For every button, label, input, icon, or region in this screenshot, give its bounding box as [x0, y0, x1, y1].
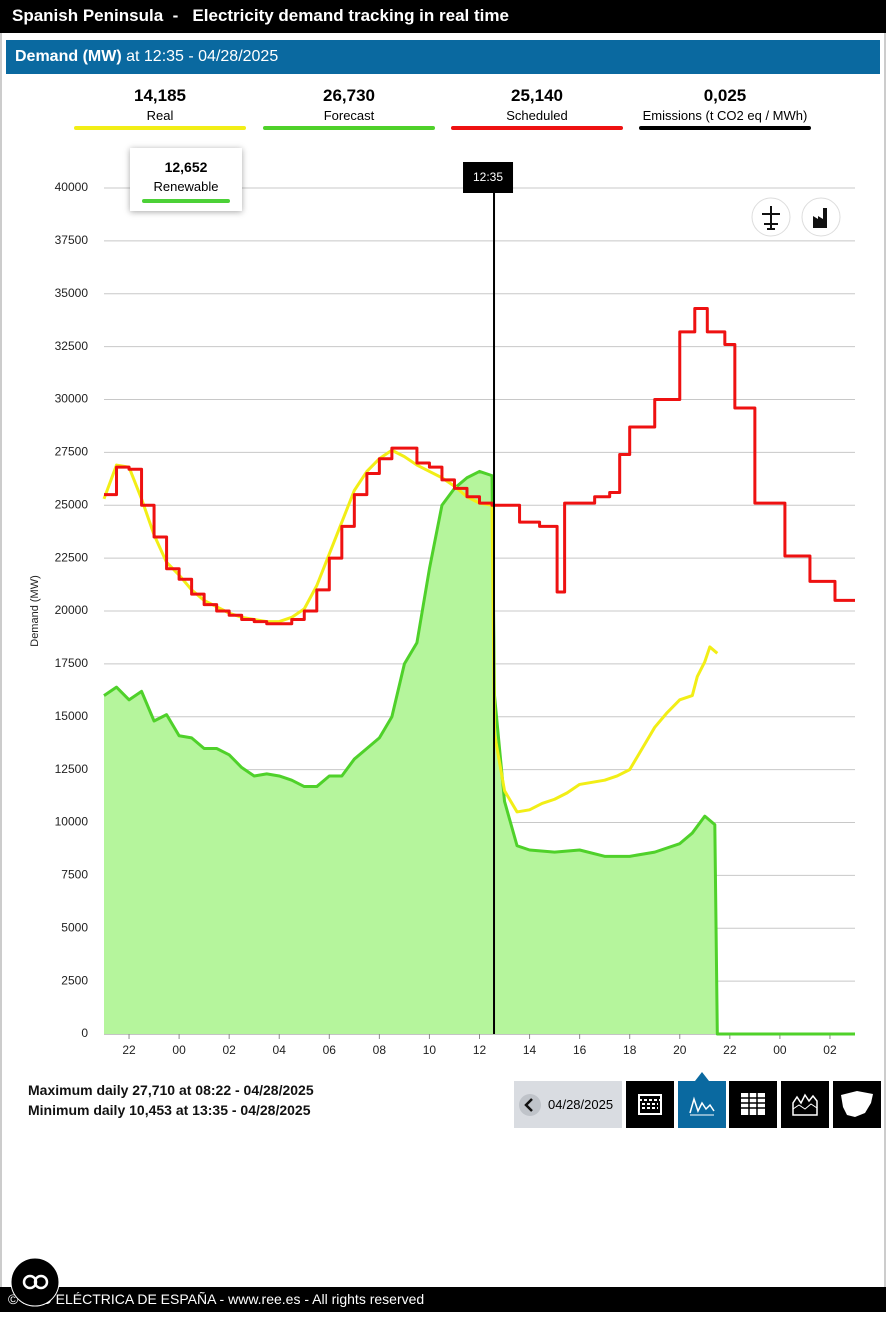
- cookie-button[interactable]: [10, 1257, 60, 1307]
- header-title: Spanish Peninsula - Electricity demand t…: [0, 0, 886, 33]
- y-tick-label: 32500: [55, 339, 89, 353]
- legend-label: Real: [146, 108, 174, 123]
- reading[interactable]: 25,140 Scheduled: [451, 86, 623, 130]
- active-pointer: [695, 1072, 709, 1081]
- y-tick-label: 0: [81, 1026, 88, 1040]
- y-tick-label: 12500: [55, 762, 89, 776]
- x-tick-label: 04: [273, 1043, 287, 1057]
- reading[interactable]: 14,185 Real: [74, 86, 246, 130]
- factory-icon[interactable]: [801, 197, 841, 237]
- y-tick-label: 35000: [55, 286, 89, 300]
- chart-button[interactable]: [678, 1081, 726, 1128]
- calendar-button[interactable]: [626, 1081, 674, 1128]
- reading-value: 14,185: [134, 86, 186, 105]
- footer: © RED ELÉCTRICA DE ESPAÑA - www.ree.es -…: [0, 1287, 886, 1312]
- x-tick-label: 10: [423, 1043, 437, 1057]
- reading[interactable]: 0,025 Emissions (t CO2 eq / MWh): [639, 86, 811, 130]
- table-button[interactable]: [729, 1081, 777, 1128]
- cursor-box: [463, 162, 514, 193]
- y-tick-label: 27500: [55, 445, 89, 459]
- legend-swatch: [639, 126, 811, 130]
- renewable-swatch: [142, 199, 230, 203]
- reading[interactable]: 26,730 Forecast: [263, 86, 435, 130]
- subheader: Demand (MW) at 12:35 - 04/28/2025: [6, 40, 880, 74]
- reading-value: 26,730: [323, 86, 375, 105]
- x-tick-label: 02: [823, 1043, 837, 1057]
- x-tick-label: 00: [172, 1043, 186, 1057]
- legend-label: Scheduled: [506, 108, 568, 123]
- y-tick-label: 15000: [55, 709, 89, 723]
- line: [103, 469, 855, 1036]
- min-stat: Minimum daily 10,453 at 13:35 - 04/28/20…: [28, 1102, 311, 1118]
- y-tick-label: 17500: [55, 656, 89, 670]
- x-tick-label: 06: [323, 1043, 337, 1057]
- prev-button[interactable]: [518, 1093, 542, 1117]
- x-tick-label: 16: [573, 1043, 587, 1057]
- y-axis-label: Demand (MW): [29, 575, 41, 647]
- line: [104, 307, 855, 626]
- renewable-label: Renewable: [153, 179, 219, 194]
- border: [884, 33, 886, 1287]
- border: [0, 33, 2, 1287]
- x-tick-label: 08: [373, 1043, 387, 1057]
- time: at 12:35 - 04/28/2025: [121, 48, 279, 65]
- y-tick-label: 25000: [55, 497, 89, 511]
- y-tick-label: 5000: [61, 920, 88, 934]
- x-tick-label: 22: [723, 1043, 737, 1057]
- x-tick-label: 00: [773, 1043, 787, 1057]
- renewable-value: 12,652: [164, 159, 208, 175]
- x-tick-label: 02: [222, 1043, 236, 1057]
- y-tick-label: 40000: [55, 180, 89, 194]
- x-tick-label: 20: [673, 1043, 687, 1057]
- renewable-tooltip: 12,652 Renewable: [130, 148, 242, 211]
- reading-label: Emissions (t CO2 eq / MWh): [642, 108, 808, 123]
- x-tick-label: 14: [523, 1043, 537, 1057]
- y-tick-label: 37500: [55, 233, 89, 247]
- legend-swatch: [451, 126, 623, 130]
- chart: 0250050007500100001250015000175002000022…: [29, 162, 855, 1057]
- icons: [751, 197, 841, 237]
- y-tick-label: 10000: [55, 815, 89, 829]
- x-tick-label: 22: [122, 1043, 136, 1057]
- date-label: 04/28/2025: [548, 1097, 614, 1112]
- legend-swatch: [74, 126, 246, 130]
- legend-swatch: [263, 126, 435, 130]
- y-tick-label: 7500: [61, 868, 88, 882]
- y-tick-label: 22500: [55, 550, 89, 564]
- reading-value: 25,140: [511, 86, 563, 105]
- y-tick-label: 30000: [55, 392, 89, 406]
- max-stat: Maximum daily 27,710 at 08:22 - 04/28/20…: [28, 1082, 314, 1098]
- area: [104, 471, 855, 1034]
- x-tick-label: 12: [473, 1043, 487, 1057]
- stack-button[interactable]: [781, 1081, 829, 1128]
- wind-glyph: [762, 206, 780, 230]
- metric: Demand (MW): [15, 48, 122, 65]
- factory-glyph: [813, 208, 827, 228]
- reading-value: 0,025: [703, 86, 747, 105]
- y-tick-label: 2500: [61, 973, 88, 987]
- x-tick-label: 18: [623, 1043, 637, 1057]
- cursor-label: 12:35: [473, 170, 503, 184]
- legend-label: Forecast: [323, 108, 375, 123]
- y-tick-label: 20000: [55, 603, 89, 617]
- date-nav: 04/28/2025: [514, 1081, 622, 1128]
- map-button[interactable]: [833, 1081, 881, 1128]
